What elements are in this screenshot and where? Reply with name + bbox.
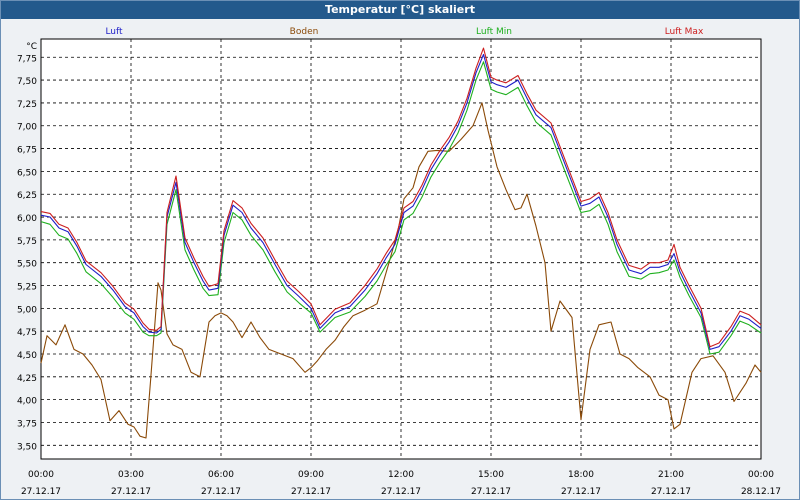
series-line-luft-max [40,47,762,348]
y-tick-label: 4,25 [17,374,37,384]
legend-item: Luft [105,27,123,37]
x-tick-date: 27.12.17 [561,487,601,497]
y-tick-label: 5,00 [17,305,37,315]
x-tick-date: 28.12.17 [741,487,781,497]
x-tick-time: 00:00 [28,470,54,480]
x-tick-date: 27.12.17 [651,487,691,497]
y-tick-label: 4,00 [17,397,37,407]
x-tick-time: 09:00 [298,470,324,480]
x-tick-date: 27.12.17 [471,487,511,497]
series-line-luft [40,53,762,350]
x-tick-time: 06:00 [208,470,234,480]
x-tick-time: 18:00 [568,470,594,480]
y-tick-label: 7,25 [17,100,37,110]
legend-item: Luft Min [476,27,512,37]
series-line-boden [40,102,762,439]
x-tick-time: 00:00 [748,470,774,480]
x-tick-date: 27.12.17 [111,487,151,497]
x-tick-time: 03:00 [118,470,144,480]
series-line-luft-min [40,61,762,355]
legend-item: Boden [290,27,319,37]
y-tick-label: 6,50 [17,168,37,178]
y-tick-label: 5,50 [17,260,37,270]
y-tick-label: 4,75 [17,328,37,338]
x-tick-date: 27.12.17 [381,487,421,497]
x-tick-time: 21:00 [658,470,684,480]
y-tick-label: 7,75 [17,54,37,64]
x-tick-date: 27.12.17 [21,487,61,497]
x-tick-time: 15:00 [478,470,504,480]
y-tick-label: 6,25 [17,191,37,201]
x-tick-date: 27.12.17 [201,487,241,497]
y-tick-label: 6,75 [17,146,37,156]
y-tick-label: 3,75 [17,419,37,429]
temperature-chart: 3,50 3,75 4,00 4,25 4,50 4,75 5,00 5,25 5,50 5,75… [17,27,781,497]
chart-title: Temperatur [°C] skaliert [1,1,799,19]
x-tick-date: 27.12.17 [291,487,331,497]
y-tick-label: 4,50 [17,351,37,361]
y-axis-label: °C [26,42,37,52]
y-tick-label: 3,50 [17,442,37,452]
legend-item: Luft Max [665,27,704,37]
y-tick-label: 5,25 [17,283,37,293]
y-tick-label: 6,00 [17,214,37,224]
y-tick-label: 7,00 [17,123,37,133]
y-tick-label: 5,75 [17,237,37,247]
y-tick-label: 7,50 [17,77,37,87]
x-tick-time: 12:00 [388,470,414,480]
